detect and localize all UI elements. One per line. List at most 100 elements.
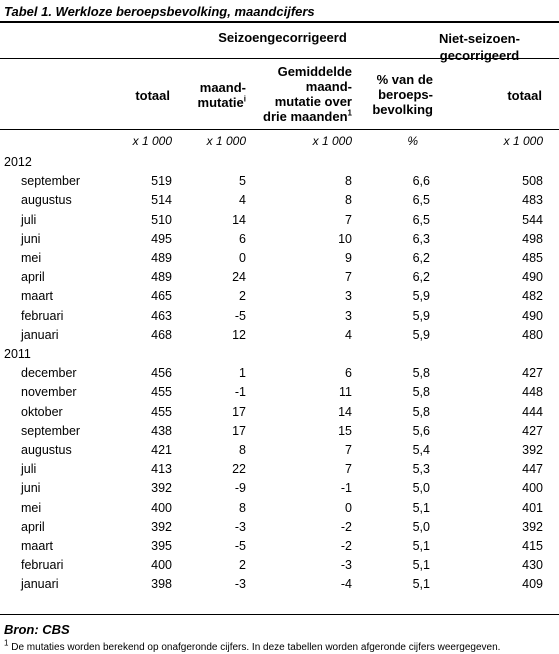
cell-maandmutatie: 2 [239, 289, 246, 304]
cell-percentage: 5,6 [412, 423, 430, 438]
table-row: maart 465 2 3 5,9 482 [0, 289, 559, 308]
cell-gemiddelde: 7 [345, 443, 352, 457]
cell-percentage: 5,1 [412, 577, 430, 592]
cell-gemiddelde: 0 [345, 500, 352, 515]
cell-gemiddelde: -3 [340, 558, 352, 573]
footnote: 1 De mutaties worden berekend op onafger… [4, 638, 544, 654]
cell-percentage: 5,1 [412, 500, 430, 515]
unit-totaal: x 1 000 [132, 134, 172, 148]
cell-totaal-nsa: 483 [522, 193, 543, 208]
cell-totaal-nsa: 392 [522, 519, 543, 534]
cell-totaal: 421 [151, 443, 172, 457]
column-header-gemiddelde: Gemiddelde maand-mutatie over drie maanden… [263, 64, 352, 124]
cell-maandmutatie: 17 [232, 404, 246, 419]
cell-month: mei [21, 251, 42, 265]
cell-percentage: 5,9 [412, 327, 430, 342]
cell-gemiddelde: 3 [345, 308, 352, 323]
cell-totaal: 489 [151, 251, 172, 265]
table-row: januari 468 12 4 5,9 480 [0, 328, 559, 347]
cell-month: februari [21, 308, 64, 323]
cell-maandmutatie: -3 [234, 519, 246, 534]
table-row: januari 398 -3 -4 5,1 409 [0, 577, 559, 596]
table-row: februari 400 2 -3 5,1 430 [0, 558, 559, 577]
cell-maandmutatie: 12 [232, 327, 246, 342]
cell-maandmutatie: -5 [234, 308, 246, 323]
table-row: april 392 -3 -2 5,0 392 [0, 520, 559, 539]
cell-gemiddelde: 6 [345, 366, 352, 381]
cell-totaal: 468 [151, 327, 172, 342]
cell-gemiddelde: 8 [345, 174, 352, 189]
cell-month: maart [21, 539, 53, 553]
cell-gemiddelde: 10 [338, 231, 352, 246]
cell-totaal: 495 [151, 231, 172, 246]
cell-totaal-nsa: 400 [522, 481, 543, 496]
cell-percentage: 5,0 [412, 519, 430, 534]
cell-gemiddelde: 7 [345, 212, 352, 227]
cell-percentage: 5,9 [412, 308, 430, 323]
cell-gemiddelde: 7 [345, 270, 352, 285]
cell-maandmutatie: 0 [239, 251, 246, 265]
cell-month: september [21, 423, 81, 438]
cell-month: oktober [21, 404, 63, 419]
cell-percentage: 6,2 [412, 251, 430, 265]
cell-totaal-nsa: 409 [522, 577, 543, 592]
cell-gemiddelde: 11 [339, 385, 352, 400]
table-row: september 438 17 15 5,6 427 [0, 424, 559, 443]
cell-totaal-nsa: 490 [522, 308, 543, 323]
cell-maandmutatie: 1 [239, 366, 246, 381]
table-row: mei 489 0 9 6,2 485 [0, 251, 559, 270]
cell-totaal-nsa: 415 [522, 539, 543, 553]
cell-maandmutatie: 22 [232, 462, 246, 477]
cell-gemiddelde: 7 [345, 462, 352, 477]
cell-month: augustus [21, 443, 72, 457]
cell-gemiddelde: 14 [338, 404, 352, 419]
cell-maandmutatie: 24 [232, 270, 246, 285]
footnote-mark: 1 [4, 638, 9, 648]
cell-totaal: 395 [151, 539, 172, 553]
cell-totaal: 465 [151, 289, 172, 304]
cell-month: april [21, 270, 45, 285]
cell-month: december [21, 366, 77, 381]
footnote-text: De mutaties worden berekend op onafgeron… [11, 642, 501, 653]
cell-totaal-nsa: 447 [522, 462, 543, 477]
cell-month: april [21, 519, 45, 534]
cell-maandmutatie: -9 [234, 481, 246, 496]
cell-totaal-nsa: 485 [522, 251, 543, 265]
cell-totaal: 463 [151, 308, 172, 323]
cell-totaal-nsa: 427 [522, 423, 543, 438]
column-header-percentage: % van de beroeps-bevolking [372, 72, 433, 117]
table-row: april 489 24 7 6,2 490 [0, 270, 559, 289]
table-row: augustus 514 4 8 6,5 483 [0, 193, 559, 212]
cell-gemiddelde: -2 [340, 519, 352, 534]
unit-gemiddelde: x 1 000 [312, 134, 352, 148]
unit-percentage: % [407, 134, 418, 148]
cell-totaal-nsa: 430 [522, 558, 543, 573]
column-header-totaal: totaal [135, 88, 170, 103]
cell-month: januari [21, 577, 59, 592]
cell-totaal: 438 [151, 423, 172, 438]
group-rule [0, 58, 559, 59]
year-label: 2012 [4, 155, 32, 169]
table-row: juni 495 6 10 6,3 498 [0, 232, 559, 251]
cell-maandmutatie: -5 [234, 539, 246, 553]
table-row: maart 395 -5 -2 5,1 415 [0, 539, 559, 558]
cell-totaal: 519 [151, 174, 172, 189]
table-row: mei 400 8 0 5,1 401 [0, 501, 559, 520]
group-header-seasonal: Seizoengecorrigeerd [218, 30, 347, 45]
bottom-rule [0, 614, 559, 615]
cell-totaal-nsa: 392 [522, 443, 543, 457]
cell-percentage: 5,3 [412, 462, 430, 477]
cell-totaal-nsa: 544 [522, 212, 543, 227]
cell-percentage: 5,4 [412, 443, 430, 457]
unit-maandmutatie: x 1 000 [206, 134, 246, 148]
cell-maandmutatie: 8 [239, 500, 246, 515]
table-title: Tabel 1. Werkloze beroepsbevolking, maan… [4, 4, 315, 19]
cell-percentage: 5,1 [412, 539, 430, 553]
cell-gemiddelde: 4 [345, 327, 352, 342]
table-row: oktober 455 17 14 5,8 444 [0, 405, 559, 424]
cell-percentage: 5,8 [412, 366, 430, 381]
cell-totaal: 514 [151, 193, 172, 208]
table-row: juni 392 -9 -1 5,0 400 [0, 481, 559, 500]
cell-totaal: 392 [151, 519, 172, 534]
source-label: Bron: CBS [4, 622, 70, 637]
